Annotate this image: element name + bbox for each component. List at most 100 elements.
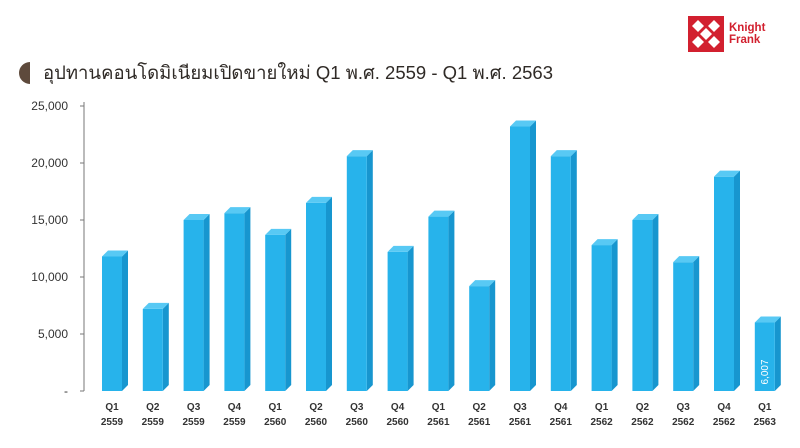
bar-front: [632, 220, 653, 391]
x-tick-label-year: 2562: [590, 417, 613, 428]
bar: [550, 150, 577, 391]
bar-front: [265, 234, 286, 391]
data-label: 6,007: [760, 359, 771, 384]
bar-top: [673, 256, 700, 263]
x-tick-label-quarter: Q4: [228, 402, 242, 413]
brand-logo: Knight Frank: [688, 14, 788, 54]
bar-front: [346, 156, 367, 391]
bar-top: [510, 120, 536, 127]
x-tick-label-quarter: Q3: [350, 402, 364, 413]
bar-side: [122, 250, 128, 391]
bar-front: [469, 286, 490, 391]
x-tick-label-year: 2562: [631, 417, 654, 428]
bar-side: [244, 207, 251, 391]
x-tick-label-year: 2559: [182, 417, 205, 428]
y-tick-label: 15,000: [31, 213, 68, 227]
bar-front: [102, 256, 122, 391]
knight-frank-logo-icon: [688, 16, 724, 52]
x-tick-label-quarter: Q2: [636, 402, 650, 413]
bar-front: [510, 126, 530, 392]
x-tick-label-year: 2560: [264, 417, 287, 428]
bar-top: [346, 150, 373, 157]
x-tick-label-quarter: Q3: [677, 402, 691, 413]
bar-top: [591, 239, 618, 246]
bar-side: [407, 245, 414, 391]
bar-side: [326, 196, 332, 391]
bar-side: [448, 210, 455, 391]
bar: [714, 170, 740, 391]
bar: [102, 250, 128, 391]
bar-top: [183, 214, 210, 220]
y-tick-label: 25,000: [31, 99, 68, 113]
bar: [387, 245, 414, 391]
bar: [306, 196, 332, 391]
bar: [469, 280, 496, 391]
half-circle-icon: [19, 62, 30, 84]
bar-top: [469, 280, 496, 287]
y-tick-label: 10,000: [31, 270, 68, 284]
x-tick-label-quarter: Q2: [473, 402, 487, 413]
x-tick-label-year: 2559: [223, 417, 246, 428]
x-tick-label-year: 2560: [386, 417, 409, 428]
x-tick-label-year: 2561: [509, 417, 532, 428]
bar-top: [632, 214, 659, 220]
bar: [183, 214, 210, 391]
x-tick-label-year: 2560: [346, 417, 369, 428]
x-tick-label-quarter: Q4: [717, 402, 731, 413]
bar-top: [550, 150, 577, 157]
bar-side: [162, 302, 169, 391]
bar-front: [591, 245, 612, 391]
x-tick-label-quarter: Q1: [432, 402, 446, 413]
x-tick-label-year: 2562: [672, 417, 695, 428]
x-tick-label-year: 2561: [468, 417, 491, 428]
bar-top: [102, 250, 128, 257]
bar-front: [714, 176, 734, 391]
x-tick-label-year: 2559: [142, 417, 165, 428]
x-tick-label-quarter: Q1: [105, 402, 119, 413]
bar: [510, 120, 536, 392]
bar-front: [224, 213, 245, 391]
y-tick-label: -: [64, 384, 68, 398]
bar-front: [550, 156, 571, 391]
x-tick-label-quarter: Q4: [554, 402, 568, 413]
x-tick-label-quarter: Q1: [595, 402, 609, 413]
bar: [754, 316, 781, 391]
bar-front: [142, 308, 163, 391]
bar-front: [428, 216, 449, 391]
chart-title: อุปทานคอนโดมิเนียมเปิดขายใหม่ Q1 พ.ศ. 25…: [43, 61, 553, 83]
x-tick-label-quarter: Q3: [187, 402, 201, 413]
bar-top: [265, 228, 292, 235]
bar-side: [530, 120, 536, 392]
bar-side: [693, 256, 700, 391]
x-tick-label-quarter: Q2: [146, 402, 160, 413]
brand-logo-line-1: Knight: [729, 22, 766, 34]
x-tick-label-year: 2560: [305, 417, 328, 428]
x-tick-label-year: 2563: [754, 417, 777, 428]
bar-front: [754, 322, 775, 391]
brand-logo-text: Knight Frank: [729, 22, 765, 46]
bar-side: [366, 150, 373, 391]
bar: [346, 150, 373, 391]
x-tick-label-year: 2559: [101, 417, 124, 428]
bar-top: [387, 245, 414, 252]
x-tick-label-quarter: Q4: [391, 402, 405, 413]
bar: [632, 214, 659, 391]
x-tick-label-year: 2561: [550, 417, 573, 428]
bar-side: [203, 214, 210, 391]
y-tick-label: 20,000: [31, 156, 68, 170]
x-tick-label-year: 2562: [713, 417, 736, 428]
x-tick-label-year: 2561: [427, 417, 450, 428]
bar-side: [652, 214, 659, 391]
brand-logo-line-2: Frank: [729, 34, 761, 46]
bar-side: [570, 150, 577, 391]
x-tick-label-quarter: Q1: [269, 402, 283, 413]
x-tick-label-quarter: Q2: [309, 402, 323, 413]
bar-side: [774, 316, 781, 391]
bar-side: [285, 228, 292, 391]
bar-front: [387, 251, 408, 391]
bar: [265, 228, 292, 391]
bar-side: [489, 280, 496, 391]
bar: [428, 210, 455, 391]
bar: [224, 207, 251, 391]
